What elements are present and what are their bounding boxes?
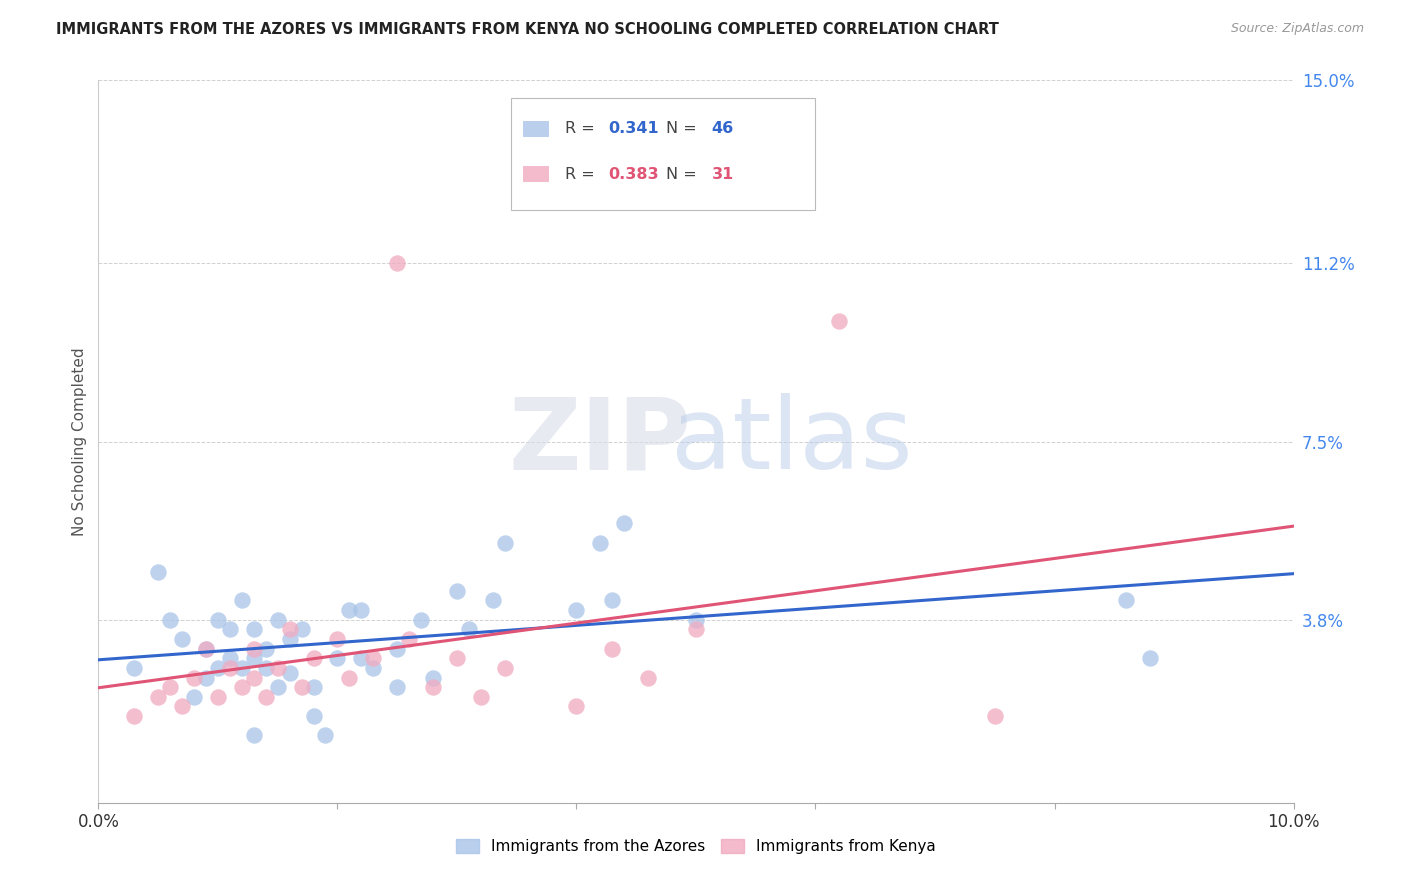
Point (315, 728, 337, 742)
Point (470, 690, 492, 704)
Point (278, 665, 301, 680)
Point (482, 593, 505, 607)
Text: 0.341: 0.341 (609, 121, 659, 136)
Point (195, 641, 218, 656)
Point (207, 613, 229, 627)
Point (124, 661, 146, 675)
Point (243, 671, 266, 685)
Text: atlas: atlas (671, 393, 912, 490)
Point (589, 535, 612, 549)
Point (494, 535, 516, 549)
Text: R =: R = (565, 167, 599, 182)
Point (267, 613, 290, 627)
Point (565, 699, 588, 714)
Point (254, 661, 277, 675)
Point (494, 661, 516, 675)
Point (302, 709, 325, 723)
Point (302, 651, 325, 665)
Point (219, 651, 242, 665)
Point (231, 593, 253, 607)
Text: 46: 46 (711, 121, 734, 136)
Point (207, 690, 229, 704)
Text: N =: N = (666, 167, 702, 182)
Point (350, 651, 373, 665)
Point (159, 613, 181, 627)
Point (326, 632, 349, 646)
Point (422, 680, 444, 694)
FancyBboxPatch shape (510, 98, 815, 211)
Point (254, 690, 277, 704)
Point (231, 680, 253, 694)
Text: IMMIGRANTS FROM THE AZORES VS IMMIGRANTS FROM KENYA NO SCHOOLING COMPLETED CORRE: IMMIGRANTS FROM THE AZORES VS IMMIGRANTS… (56, 22, 1000, 37)
Point (148, 690, 170, 704)
Point (984, 709, 1007, 723)
FancyBboxPatch shape (523, 120, 548, 136)
Point (172, 632, 194, 646)
Point (195, 641, 218, 656)
Point (339, 603, 361, 617)
Point (446, 583, 468, 598)
Point (602, 641, 624, 656)
Point (148, 565, 170, 579)
Point (363, 651, 385, 665)
Point (291, 623, 314, 637)
Point (207, 661, 229, 675)
Point (183, 690, 205, 704)
Point (267, 680, 290, 694)
Point (1115, 593, 1137, 607)
Point (1139, 651, 1161, 665)
Text: 31: 31 (711, 167, 734, 182)
Point (243, 728, 266, 742)
Point (254, 641, 277, 656)
Point (613, 516, 636, 531)
Point (267, 661, 290, 675)
Point (219, 661, 242, 675)
Text: N =: N = (666, 121, 702, 136)
Point (458, 623, 481, 637)
Point (159, 680, 181, 694)
Point (195, 671, 218, 685)
Point (183, 671, 205, 685)
Point (219, 623, 242, 637)
Point (565, 603, 588, 617)
Point (243, 651, 266, 665)
Text: 0.383: 0.383 (609, 167, 659, 182)
Point (685, 613, 707, 627)
Point (422, 671, 444, 685)
Point (231, 661, 253, 675)
Point (243, 623, 266, 637)
FancyBboxPatch shape (523, 166, 548, 182)
Point (363, 661, 385, 675)
Point (446, 651, 468, 665)
Point (278, 632, 301, 646)
Text: Source: ZipAtlas.com: Source: ZipAtlas.com (1230, 22, 1364, 36)
Point (124, 709, 146, 723)
Text: R =: R = (565, 121, 599, 136)
Point (385, 641, 409, 656)
Point (243, 641, 266, 656)
Point (350, 603, 373, 617)
Legend: Immigrants from the Azores, Immigrants from Kenya: Immigrants from the Azores, Immigrants f… (450, 833, 942, 860)
Point (637, 671, 659, 685)
Point (278, 623, 301, 637)
Text: ZIP: ZIP (509, 393, 692, 490)
Point (302, 680, 325, 694)
Point (385, 256, 409, 270)
Point (685, 623, 707, 637)
Point (602, 593, 624, 607)
Point (339, 671, 361, 685)
Point (172, 699, 194, 714)
Point (398, 632, 420, 646)
Point (828, 314, 851, 328)
Point (411, 613, 433, 627)
Y-axis label: No Schooling Completed: No Schooling Completed (72, 347, 87, 536)
Point (291, 680, 314, 694)
Point (385, 680, 409, 694)
Point (326, 651, 349, 665)
